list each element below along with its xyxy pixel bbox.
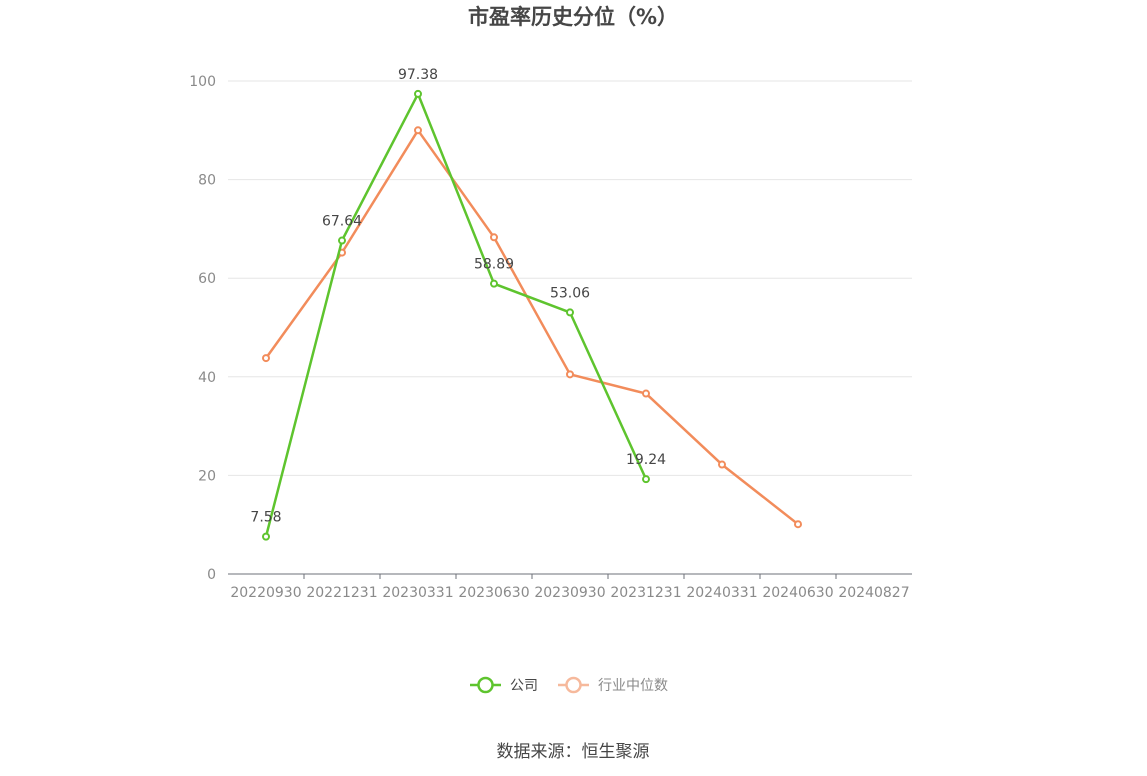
x-axis: 20220930 20221231 20230331 20230630 20230930… — [228, 573, 912, 601]
data-label: 19.24 — [626, 452, 666, 468]
chart-title: 市盈率历史分位（%） — [468, 5, 678, 29]
data-point[interactable] — [490, 233, 498, 242]
legend-label: 公司 — [510, 678, 538, 694]
legend-item-1[interactable]: 行业中位数 — [558, 676, 668, 694]
series-1 — [262, 126, 802, 529]
y-tick-label: 80 — [198, 173, 216, 189]
data-point[interactable] — [642, 475, 650, 484]
y-tick-label: 40 — [198, 370, 216, 386]
data-point[interactable] — [490, 279, 498, 288]
data-point[interactable] — [414, 126, 422, 135]
x-tick-label: 20230930 — [534, 585, 605, 601]
y-tick-label: 60 — [198, 271, 216, 287]
data-point[interactable] — [642, 389, 650, 398]
x-tick-label: 20221231 — [306, 585, 377, 601]
x-tick-label: 20230331 — [382, 585, 453, 601]
data-label: 58.89 — [474, 257, 514, 273]
data-label: 97.38 — [398, 67, 438, 83]
data-label: 67.64 — [322, 214, 362, 230]
data-point[interactable] — [794, 520, 802, 529]
x-tick-label: 20230630 — [458, 585, 529, 601]
data-point[interactable] — [718, 460, 726, 469]
source-note: 数据来源：恒生聚源 — [497, 742, 650, 762]
x-tick-label: 20220930 — [230, 585, 301, 601]
data-point[interactable] — [262, 354, 270, 363]
legend[interactable]: 公司 行业中位数 — [470, 676, 668, 694]
data-point[interactable] — [338, 236, 346, 245]
legend-marker — [477, 676, 494, 694]
data-point[interactable] — [566, 370, 574, 379]
x-tick-label: 20231231 — [610, 585, 681, 601]
legend-item-0[interactable]: 公司 — [470, 676, 538, 694]
series-line — [264, 92, 648, 537]
y-tick-label: 20 — [198, 468, 216, 484]
y-axis: 0 20 40 60 80 100 — [189, 74, 216, 583]
data-point[interactable] — [566, 308, 574, 317]
legend-label: 行业中位数 — [598, 678, 668, 694]
legend-marker — [565, 676, 582, 694]
series-layer — [262, 89, 802, 541]
y-tick-label: 100 — [189, 74, 216, 90]
series-0 — [262, 89, 650, 541]
data-point[interactable] — [262, 532, 270, 541]
x-tick-label: 20240331 — [686, 585, 757, 601]
data-labels: 7.58 67.64 97.38 58.89 53.06 19.24 — [250, 67, 666, 526]
x-tick-label: 20240630 — [762, 585, 833, 601]
grid — [228, 80, 912, 476]
data-label: 7.58 — [250, 510, 281, 526]
series-line — [264, 129, 799, 526]
data-label: 53.06 — [550, 285, 590, 301]
data-point[interactable] — [414, 89, 422, 98]
x-tick-label: 20240827 — [838, 585, 909, 601]
y-tick-label: 0 — [207, 567, 216, 583]
